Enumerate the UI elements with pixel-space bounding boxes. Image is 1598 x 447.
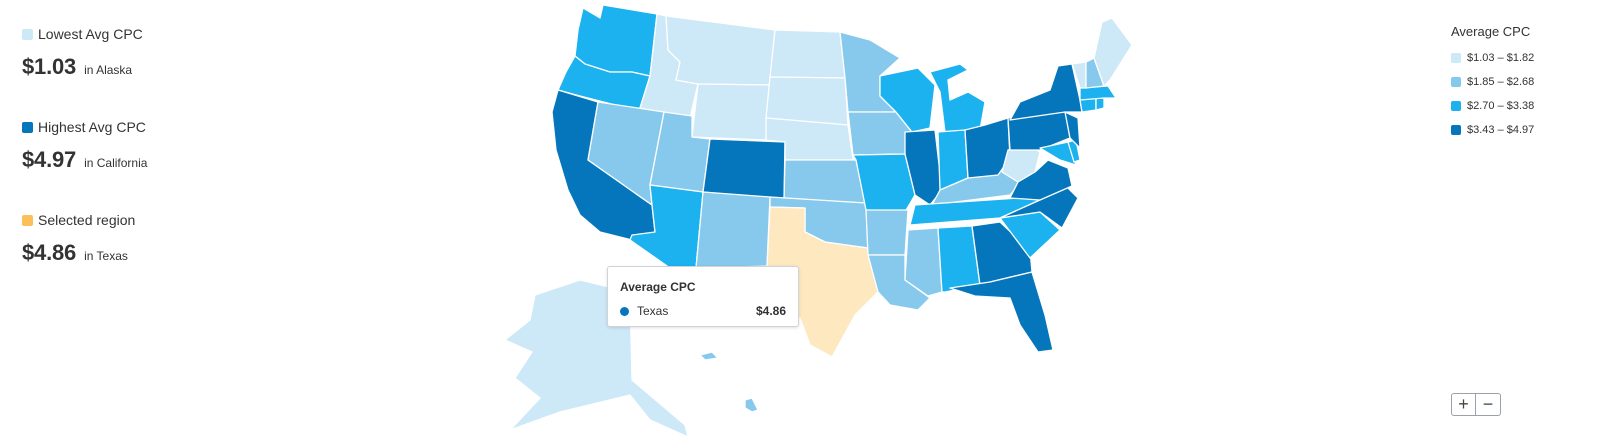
selected-label: Selected region xyxy=(38,212,136,228)
lowest-value: $1.03 xyxy=(22,54,77,79)
legend-item-tier3[interactable]: $2.70 – $3.38 xyxy=(1451,94,1534,118)
state-new-jersey[interactable] xyxy=(1064,111,1081,149)
state-alaska[interactable] xyxy=(504,279,689,438)
state-mississippi[interactable] xyxy=(904,227,943,297)
legend-range: $2.70 – $3.38 xyxy=(1467,100,1535,112)
selected-place: in Texas xyxy=(84,249,128,263)
state-michigan[interactable] xyxy=(929,63,986,133)
state-arkansas[interactable] xyxy=(865,209,909,256)
tooltip-dot-icon xyxy=(620,306,629,316)
legend-title: Average CPC xyxy=(1451,24,1531,39)
highest-place: in California xyxy=(84,156,148,170)
map-tooltip: Average CPC Texas $4.86 xyxy=(607,266,799,327)
state-rhode-island[interactable] xyxy=(1095,97,1105,111)
tooltip-value: $4.86 xyxy=(755,304,786,318)
zoom-controls: + − xyxy=(1451,393,1501,416)
state-virginia[interactable] xyxy=(1009,159,1073,201)
selected-value: $4.86 xyxy=(22,240,77,265)
legend-item-tier4[interactable]: $3.43 – $4.97 xyxy=(1451,118,1534,142)
state-south-dakota[interactable] xyxy=(765,76,849,126)
state-louisiana[interactable] xyxy=(867,254,931,311)
lowest-place: in Alaska xyxy=(84,63,133,77)
lowest-swatch xyxy=(22,28,33,40)
highest-value: $4.97 xyxy=(22,147,77,172)
tooltip-title: Average CPC xyxy=(620,280,696,294)
state-north-dakota[interactable] xyxy=(769,29,846,79)
legend-range: $3.43 – $4.97 xyxy=(1467,124,1535,136)
state-new-york[interactable] xyxy=(1009,63,1083,121)
map-legend: Average CPC $1.03 – $1.82 $1.85 – $2.68 … xyxy=(1451,24,1534,142)
legend-item-tier1[interactable]: $1.03 – $1.82 xyxy=(1451,46,1534,70)
tooltip-row: Texas $4.86 xyxy=(620,304,786,318)
state-montana[interactable] xyxy=(665,15,776,86)
highest-label: Highest Avg CPC xyxy=(38,119,146,135)
state-maine[interactable] xyxy=(1093,17,1133,87)
state-colorado[interactable] xyxy=(702,138,786,201)
state-new-mexico[interactable] xyxy=(695,191,771,269)
legend-range: $1.03 – $1.82 xyxy=(1467,52,1535,64)
legend-swatch xyxy=(1451,53,1461,63)
highest-cpc-stat: Highest Avg CPC $4.97 in California xyxy=(22,119,147,173)
legend-item-tier2[interactable]: $1.85 – $2.68 xyxy=(1451,70,1534,94)
state-kansas[interactable] xyxy=(783,159,867,204)
zoom-out-button[interactable]: − xyxy=(1476,393,1501,416)
legend-swatch xyxy=(1451,125,1461,135)
state-hawaii-islands[interactable] xyxy=(699,351,719,361)
tooltip-region: Texas xyxy=(637,304,669,318)
state-wisconsin[interactable] xyxy=(879,67,936,133)
legend-swatch xyxy=(1451,101,1461,111)
legend-swatch xyxy=(1451,77,1461,87)
state-hawaii[interactable] xyxy=(744,397,759,413)
selected-swatch xyxy=(22,214,33,226)
state-maryland[interactable] xyxy=(1039,141,1077,166)
lowest-label: Lowest Avg CPC xyxy=(38,26,143,42)
state-florida[interactable] xyxy=(949,271,1054,353)
state-wyoming[interactable] xyxy=(691,83,771,141)
lowest-cpc-stat: Lowest Avg CPC $1.03 in Alaska xyxy=(22,26,143,80)
legend-range: $1.85 – $2.68 xyxy=(1467,76,1535,88)
highest-swatch xyxy=(22,121,33,133)
zoom-in-button[interactable]: + xyxy=(1451,393,1476,416)
selected-region-stat: Selected region $4.86 in Texas xyxy=(22,212,135,266)
